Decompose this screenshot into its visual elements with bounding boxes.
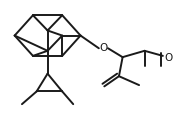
Text: O: O <box>99 43 108 53</box>
Text: O: O <box>165 53 173 63</box>
